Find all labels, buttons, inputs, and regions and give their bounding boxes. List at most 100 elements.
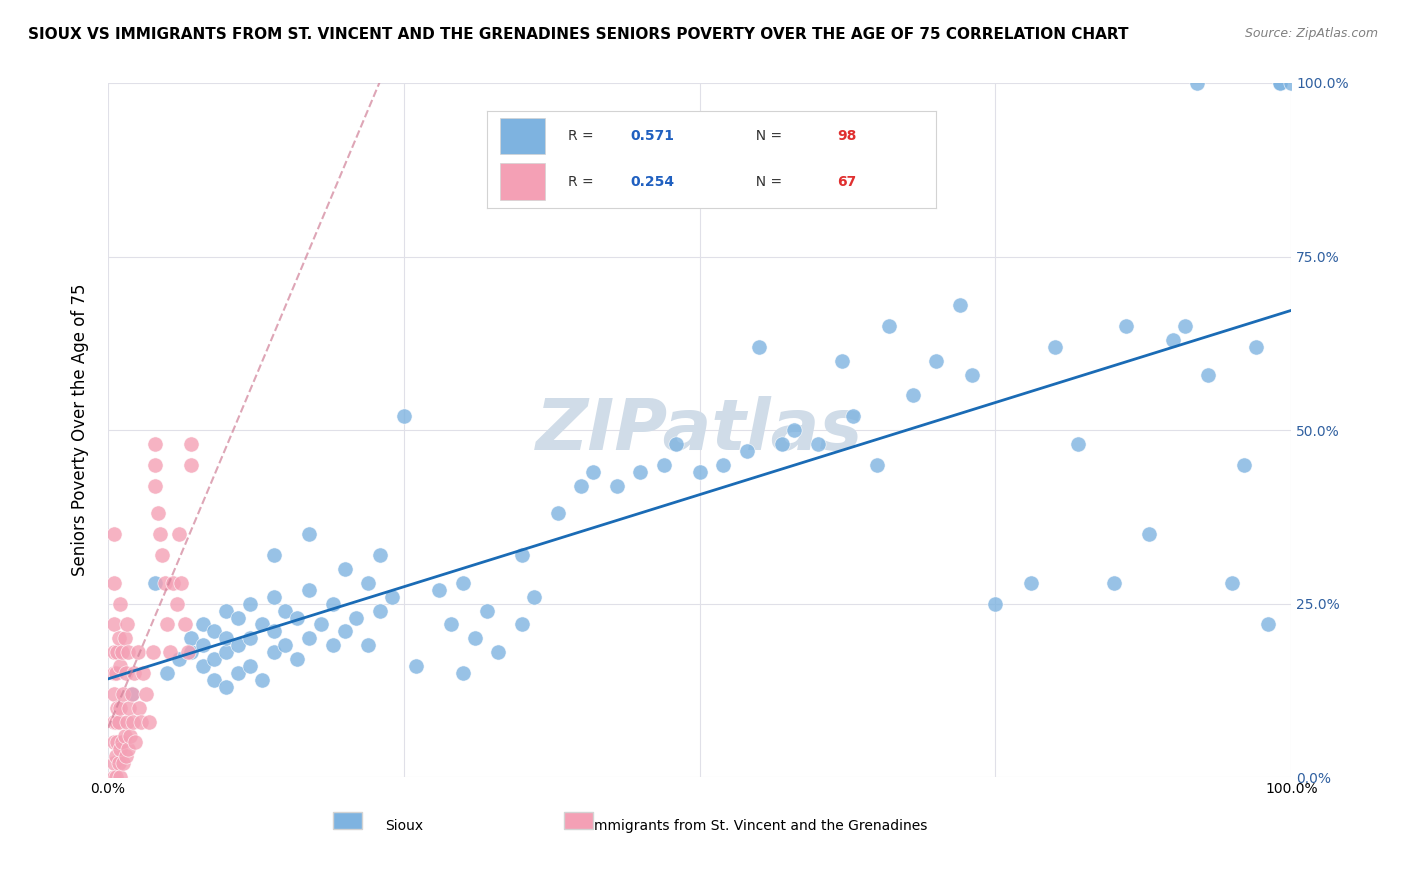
Point: [1268, 76, 1291, 90]
Point: [309, 617, 332, 632]
Point: [204, 652, 226, 666]
Point: [191, 617, 214, 632]
Point: [464, 632, 486, 646]
Point: [783, 423, 806, 437]
Point: [114, 632, 136, 646]
Point: [122, 666, 145, 681]
Point: [121, 714, 143, 729]
Point: [180, 645, 202, 659]
Point: [1067, 437, 1090, 451]
Point: [842, 409, 865, 424]
Point: [298, 527, 321, 541]
Point: [162, 575, 184, 590]
Point: [226, 638, 249, 652]
Point: [149, 527, 172, 541]
Point: [357, 638, 380, 652]
Point: [239, 659, 262, 673]
Text: Source: ZipAtlas.com: Source: ZipAtlas.com: [1244, 27, 1378, 40]
Point: [1137, 527, 1160, 541]
Point: [120, 729, 142, 743]
Point: [103, 687, 125, 701]
Point: [111, 735, 134, 749]
Point: [167, 527, 190, 541]
Point: [1268, 76, 1291, 90]
Point: [105, 770, 128, 784]
Point: [427, 582, 450, 597]
Point: [665, 437, 688, 451]
Point: [159, 645, 181, 659]
Point: [1220, 575, 1243, 590]
FancyBboxPatch shape: [333, 812, 363, 830]
Point: [103, 575, 125, 590]
Point: [368, 548, 391, 562]
Point: [263, 548, 285, 562]
Point: [115, 714, 138, 729]
Point: [877, 318, 900, 333]
Point: [322, 638, 344, 652]
Point: [322, 597, 344, 611]
Point: [1174, 318, 1197, 333]
Point: [215, 603, 238, 617]
Point: [166, 597, 188, 611]
Point: [127, 645, 149, 659]
Point: [174, 617, 197, 632]
Point: [103, 645, 125, 659]
Point: [107, 700, 129, 714]
Point: [105, 749, 128, 764]
Point: [143, 478, 166, 492]
Point: [215, 680, 238, 694]
Point: [103, 617, 125, 632]
Point: [215, 645, 238, 659]
Y-axis label: Seniors Poverty Over the Age of 75: Seniors Poverty Over the Age of 75: [72, 284, 89, 576]
Point: [215, 632, 238, 646]
Point: [772, 437, 794, 451]
Point: [569, 478, 592, 492]
Point: [226, 666, 249, 681]
Point: [1115, 318, 1137, 333]
Point: [103, 735, 125, 749]
Point: [630, 465, 652, 479]
Point: [1279, 76, 1302, 90]
Point: [156, 666, 179, 681]
Point: [333, 562, 356, 576]
Point: [735, 443, 758, 458]
Point: [204, 673, 226, 687]
Point: [121, 687, 143, 701]
Point: [440, 617, 463, 632]
Point: [108, 742, 131, 756]
Point: [866, 458, 889, 472]
Point: [807, 437, 830, 451]
Text: SIOUX VS IMMIGRANTS FROM ST. VINCENT AND THE GRENADINES SENIORS POVERTY OVER THE: SIOUX VS IMMIGRANTS FROM ST. VINCENT AND…: [28, 27, 1129, 42]
Point: [523, 590, 546, 604]
Point: [226, 610, 249, 624]
Point: [451, 666, 474, 681]
Point: [121, 687, 143, 701]
Point: [105, 666, 128, 681]
Point: [114, 749, 136, 764]
Point: [107, 632, 129, 646]
Point: [652, 458, 675, 472]
Point: [748, 340, 770, 354]
Point: [111, 645, 134, 659]
Point: [107, 714, 129, 729]
Point: [170, 575, 193, 590]
Point: [138, 714, 160, 729]
Point: [689, 465, 711, 479]
Point: [510, 617, 533, 632]
Point: [103, 527, 125, 541]
Point: [177, 645, 200, 659]
Point: [960, 368, 983, 382]
Point: [132, 666, 155, 681]
Point: [180, 437, 202, 451]
Point: [510, 548, 533, 562]
Point: [112, 756, 135, 771]
Point: [392, 409, 415, 424]
Point: [103, 770, 125, 784]
Point: [135, 687, 157, 701]
Point: [606, 478, 628, 492]
Point: [984, 597, 1007, 611]
Point: [285, 652, 308, 666]
Point: [108, 700, 131, 714]
Point: [107, 735, 129, 749]
Point: [451, 575, 474, 590]
